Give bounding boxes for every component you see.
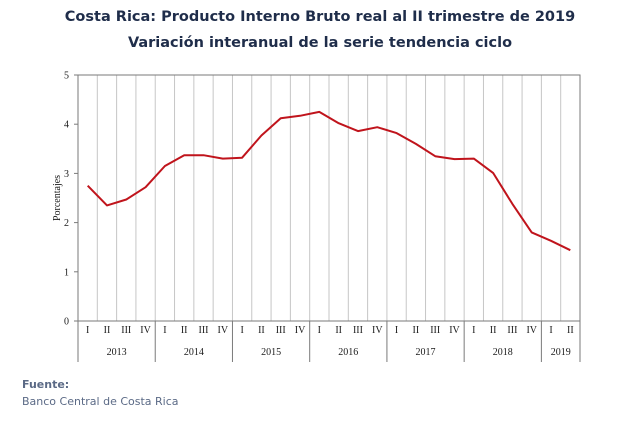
x-tick-label: III [430, 325, 440, 336]
y-tick-label: 1 [64, 267, 69, 278]
x-tick-label: II [181, 325, 188, 336]
x-tick-label: I [395, 325, 398, 336]
year-label: 2013 [107, 347, 127, 358]
x-tick-label: III [276, 325, 286, 336]
x-tick-label: IV [372, 325, 383, 336]
chart-title: Costa Rica: Producto Interno Bruto real … [64, 9, 576, 25]
x-tick-label: I [163, 325, 166, 336]
x-tick-label: I [472, 325, 475, 336]
x-tick-label: I [240, 325, 243, 336]
x-tick-label: IV [449, 325, 460, 336]
x-tick-label: IV [295, 325, 306, 336]
y-tick-label: 3 [64, 169, 69, 180]
year-label: 2018 [493, 347, 513, 358]
year-label: 2016 [338, 347, 358, 358]
x-tick-label: III [199, 325, 209, 336]
y-tick-label: 4 [64, 120, 69, 131]
source-label: Fuente: [22, 378, 70, 391]
x-tick-label: III [507, 325, 517, 336]
x-tick-label: III [353, 325, 363, 336]
x-tick-label: II [490, 325, 497, 336]
x-tick-label: II [567, 325, 574, 336]
x-tick-label: IV [218, 325, 229, 336]
year-label: 2019 [551, 347, 571, 358]
year-label: 2014 [184, 347, 204, 358]
y-tick-label: 0 [64, 317, 69, 328]
x-tick-label: IV [526, 325, 537, 336]
year-label: 2015 [261, 347, 281, 358]
y-axis-label: Porcentajes [52, 175, 63, 221]
y-tick-label: 5 [64, 71, 69, 82]
x-tick-label: I [549, 325, 552, 336]
chart-subtitle: Variación interanual de la serie tendenc… [127, 35, 513, 51]
source-text: Banco Central de Costa Rica [22, 395, 179, 408]
x-tick-label: I [86, 325, 89, 336]
x-tick-label: II [258, 325, 265, 336]
x-tick-label: IV [140, 325, 151, 336]
x-tick-label: III [121, 325, 131, 336]
series-line [86, 110, 571, 252]
year-label: 2017 [416, 347, 436, 358]
plot-area-border [77, 74, 581, 322]
x-tick-label: I [318, 325, 321, 336]
x-tick-label: II [335, 325, 342, 336]
x-tick-label: II [413, 325, 420, 336]
y-tick-label: 2 [64, 218, 69, 229]
x-tick-label: II [104, 325, 111, 336]
